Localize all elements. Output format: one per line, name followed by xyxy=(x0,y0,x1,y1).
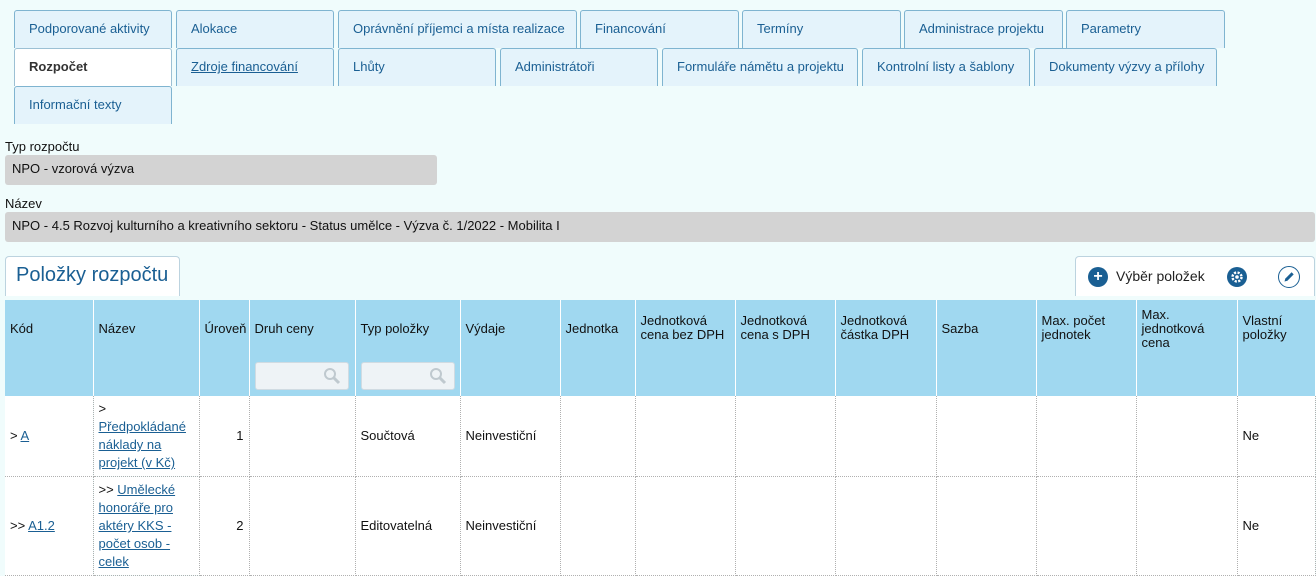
cell-level: 1 xyxy=(199,396,250,477)
tab-lhuty[interactable]: Lhůty xyxy=(338,48,496,86)
tab-zdroje-financovani[interactable]: Zdroje financování xyxy=(176,48,334,86)
search-icon xyxy=(323,368,340,385)
cell-price-type xyxy=(249,476,356,576)
cell-item-type: Součtová xyxy=(355,396,461,477)
tab-kontrolni-listy[interactable]: Kontrolní listy a šablony xyxy=(862,48,1030,86)
cell-max-price xyxy=(1136,396,1238,477)
pencil-icon[interactable] xyxy=(1278,266,1300,288)
budget-type-label: Typ rozpočtu xyxy=(5,139,80,154)
cell-vat-amount xyxy=(835,396,937,477)
cell-vat-amount xyxy=(835,476,937,576)
cell-rate xyxy=(936,476,1037,576)
filter-druh-ceny-input[interactable] xyxy=(254,362,349,390)
tab-administrace-projektu[interactable]: Administrace projektu xyxy=(904,10,1063,48)
tab-opravneni-prijemci[interactable]: Oprávnění příjemci a místa realizace xyxy=(338,10,577,48)
plus-icon[interactable]: + xyxy=(1088,267,1108,287)
col-header-max-pocet[interactable]: Max. počet jednotek xyxy=(1036,300,1137,396)
cell-unit xyxy=(560,476,636,576)
col-header-max-cena[interactable]: Max. jednotková cena xyxy=(1136,300,1238,396)
cell-price-type xyxy=(249,396,356,477)
search-icon xyxy=(429,368,446,385)
cell-code: > A xyxy=(5,396,94,477)
table-header-row: Kód Název Úroveň Druh ceny Typ položky V… xyxy=(5,300,1316,396)
col-header-druh-ceny[interactable]: Druh ceny xyxy=(249,300,356,396)
table-row[interactable]: > A > Předpokládané náklady na projekt (… xyxy=(5,396,1316,477)
name-value: NPO - 4.5 Rozvoj kulturního a kreativníh… xyxy=(5,212,1315,242)
cell-own-items: Ne xyxy=(1237,476,1316,576)
tab-dokumenty-vyzvy[interactable]: Dokumenty výzvy a přílohy xyxy=(1034,48,1217,86)
cell-max-price xyxy=(1136,476,1238,576)
table-row[interactable]: >> A1.2 >> Umělecké honoráře pro aktéry … xyxy=(5,476,1316,576)
col-header-cena-bez-dph[interactable]: Jednotková cena bez DPH xyxy=(635,300,736,396)
tab-administratori[interactable]: Administrátoři xyxy=(500,48,658,86)
tab-rozpocet[interactable]: Rozpočet xyxy=(14,48,172,86)
cell-price-no-vat xyxy=(635,476,736,576)
cell-rate xyxy=(936,396,1037,477)
filter-typ-polozky-input[interactable] xyxy=(360,362,455,390)
code-link[interactable]: A xyxy=(20,428,30,443)
tab-terminy[interactable]: Termíny xyxy=(742,10,901,48)
cell-expenses: Neinvestiční xyxy=(460,476,561,576)
col-header-castka-dph[interactable]: Jednotková částka DPH xyxy=(835,300,937,396)
name-link[interactable]: Předpokládané náklady na projekt (v Kč) xyxy=(98,419,186,470)
col-header-cena-s-dph[interactable]: Jednotková cena s DPH xyxy=(735,300,836,396)
col-header-vlastni-polozky[interactable]: Vlastní položky xyxy=(1237,300,1316,396)
budget-items-title: Položky rozpočtu xyxy=(5,256,180,296)
name-label: Název xyxy=(5,196,42,211)
cell-expenses: Neinvestiční xyxy=(460,396,561,477)
cell-max-units xyxy=(1036,396,1137,477)
cell-unit xyxy=(560,396,636,477)
cell-name: >> Umělecké honoráře pro aktéry KKS - po… xyxy=(93,476,200,576)
col-header-uroven[interactable]: Úroveň xyxy=(199,300,250,396)
cell-price-vat xyxy=(735,396,836,477)
cell-price-vat xyxy=(735,476,836,576)
tab-financovani[interactable]: Financování xyxy=(580,10,739,48)
tab-parametry[interactable]: Parametry xyxy=(1066,10,1225,48)
gear-icon[interactable] xyxy=(1227,267,1247,287)
tab-informacni-texty[interactable]: Informační texty xyxy=(14,86,172,124)
tab-alokace[interactable]: Alokace xyxy=(176,10,334,48)
cell-max-units xyxy=(1036,476,1137,576)
code-link[interactable]: A1.2 xyxy=(28,518,55,533)
select-items-button[interactable]: Výběr položek xyxy=(1116,268,1205,284)
cell-code: >> A1.2 xyxy=(5,476,94,576)
cell-item-type: Editovatelná xyxy=(355,476,461,576)
tab-podporovane-aktivity[interactable]: Podporované aktivity xyxy=(14,10,172,48)
col-header-vydaje[interactable]: Výdaje xyxy=(460,300,561,396)
col-header-typ-polozky[interactable]: Typ položky xyxy=(355,300,461,396)
col-header-sazba[interactable]: Sazba xyxy=(936,300,1037,396)
tab-formulare[interactable]: Formuláře námětu a projektu xyxy=(662,48,858,86)
col-header-kod[interactable]: Kód xyxy=(5,300,94,396)
budget-items-toolbar: + Výběr položek xyxy=(1075,256,1315,296)
cell-own-items: Ne xyxy=(1237,396,1316,477)
cell-level: 2 xyxy=(199,476,250,576)
cell-price-no-vat xyxy=(635,396,736,477)
budget-type-value: NPO - vzorová výzva xyxy=(5,155,437,185)
col-header-jednotka[interactable]: Jednotka xyxy=(560,300,636,396)
budget-items-table: Kód Název Úroveň Druh ceny Typ položky V… xyxy=(5,300,1316,576)
cell-name: > Předpokládané náklady na projekt (v Kč… xyxy=(93,396,200,477)
col-header-nazev[interactable]: Název xyxy=(93,300,200,396)
